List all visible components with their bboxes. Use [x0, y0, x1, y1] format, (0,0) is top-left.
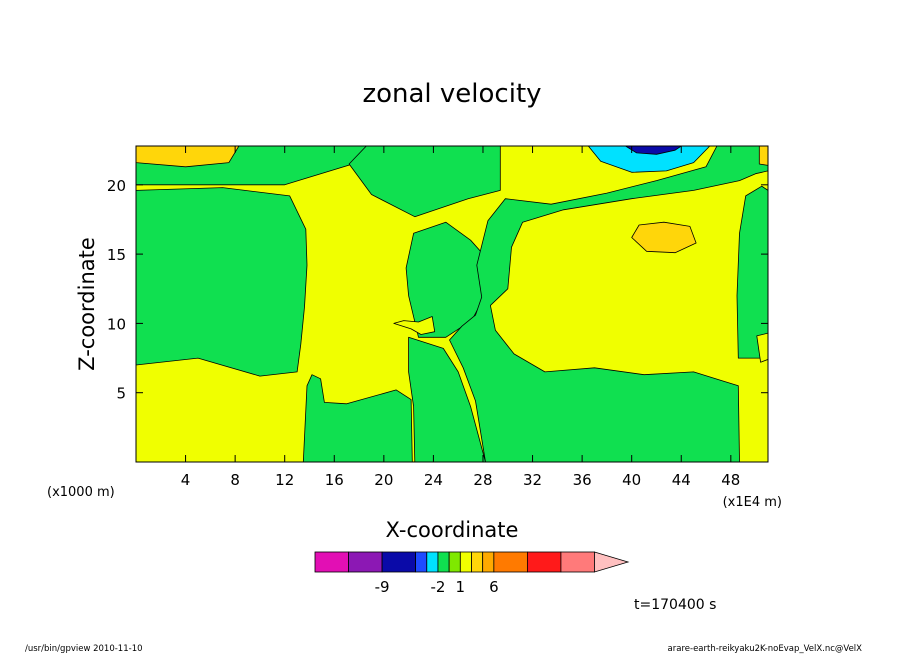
- colorbar-segment: [471, 551, 484, 573]
- x-tick-label: 36: [573, 471, 592, 489]
- contour-region-orange-12: [758, 146, 768, 166]
- contour-region-orange-10: [136, 146, 240, 168]
- contour-region-orange-11: [631, 221, 697, 254]
- x-unit-left: (x1000 m): [47, 485, 115, 500]
- colorbar-segment: [415, 551, 428, 573]
- colorbar-segment: [493, 551, 528, 573]
- y-tick-label: 5: [116, 385, 126, 403]
- colorbar-segment: [526, 551, 562, 573]
- contour-region-yellow-9: [393, 316, 436, 335]
- x-tick-label: 40: [622, 471, 641, 489]
- x-unit-right: (x1E4 m): [723, 495, 782, 510]
- x-tick-label: 20: [374, 471, 393, 489]
- contour-region-green-5: [302, 374, 413, 462]
- footer-left: /usr/bin/gpview 2010-11-10: [25, 644, 143, 654]
- y-tick-label: 10: [107, 315, 126, 333]
- chart-title: zonal velocity: [362, 79, 541, 109]
- y-tick-label: 20: [107, 177, 126, 195]
- colorbar-segment: [381, 551, 417, 573]
- colorbar-tick-label: -9: [375, 578, 390, 596]
- contour-region-yellow-8: [756, 332, 768, 363]
- x-tick-label: 4: [181, 471, 191, 489]
- colorbar: -9 -2 1 6: [314, 551, 630, 596]
- y-axis-ticks: 5 10 15 20: [107, 177, 768, 403]
- x-tick-label: 16: [325, 471, 344, 489]
- colorbar-segment: [459, 551, 472, 573]
- colorbar-segment: [314, 551, 349, 573]
- colorbar-segment: [348, 551, 383, 573]
- contour-region-cyan-13: [587, 146, 711, 173]
- colorbar-tick-label: 6: [489, 578, 499, 596]
- x-tick-label: 48: [721, 471, 740, 489]
- contour-regions: [136, 146, 768, 462]
- contour-region-green-7: [736, 185, 768, 359]
- colorbar-arrow: [594, 551, 630, 573]
- contour-region-green-4: [408, 336, 486, 462]
- plot-area: [136, 146, 768, 462]
- colorbar-segment: [560, 551, 595, 573]
- colorbar-segment: [448, 551, 461, 573]
- x-tick-label: 24: [424, 471, 443, 489]
- x-tick-label: 32: [523, 471, 542, 489]
- colorbar-segment: [437, 551, 450, 573]
- y-tick-label: 15: [107, 246, 126, 264]
- x-tick-label: 8: [230, 471, 240, 489]
- colorbar-segment: [482, 551, 495, 573]
- y-axis-label: Z-coordinate: [75, 237, 99, 371]
- colorbar-tick-label: 1: [456, 578, 466, 596]
- contour-region-blue-14: [625, 146, 682, 155]
- colorbar-tick-label: -2: [430, 578, 445, 596]
- contour-region-green-6: [449, 146, 768, 462]
- footer-right: arare-earth-reikyaku2K-noEvap_VelX.nc@Ve…: [668, 644, 863, 654]
- plot-frame: [135, 145, 769, 463]
- contour-region-green-2: [348, 146, 501, 218]
- colorbar-segment: [426, 551, 439, 573]
- x-axis-label: X-coordinate: [386, 518, 519, 542]
- x-tick-label: 28: [473, 471, 492, 489]
- x-tick-label: 44: [672, 471, 691, 489]
- time-label: t=170400 s: [634, 597, 716, 613]
- contour-region-green-1: [136, 187, 308, 377]
- x-tick-label: 12: [275, 471, 294, 489]
- x-axis-ticks: 4 8 12 16 20 24 28 32 36 40 44 48: [181, 146, 740, 489]
